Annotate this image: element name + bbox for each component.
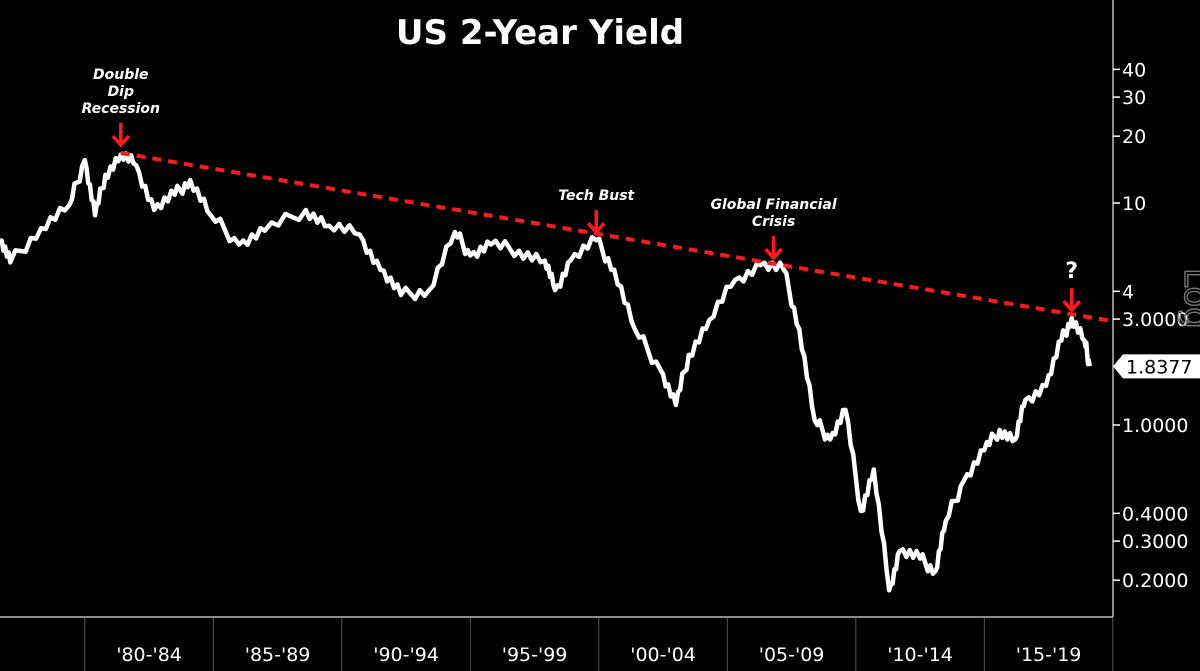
y-tick-label: 0.2000 — [1122, 570, 1188, 592]
annotation-label: Global Financial — [710, 197, 836, 213]
y-tick-label: 20 — [1122, 126, 1146, 148]
annotation-arrowhead-icon — [111, 134, 131, 148]
x-tick-label: '90-'94 — [373, 644, 439, 666]
x-tick-label: '10-'14 — [887, 644, 953, 666]
annotation-label: Tech Bust — [558, 188, 635, 204]
annotation-label: Double — [93, 67, 149, 83]
x-tick-label: '05-'09 — [759, 644, 825, 666]
last-value-tag — [1113, 354, 1200, 379]
chart-title: US 2-Year Yield — [396, 13, 684, 53]
y-tick-label: 3.0000 — [1122, 309, 1188, 331]
annotation-label: ? — [1065, 259, 1078, 284]
y-tick-label: 0.4000 — [1122, 503, 1188, 525]
yield-series-line — [0, 151, 1092, 593]
x-tick-label: '85-'89 — [245, 644, 311, 666]
annotation-label: Recession — [82, 101, 160, 117]
x-tick-label: '80-'84 — [116, 644, 182, 666]
x-tick-label: '95-'99 — [502, 644, 568, 666]
annotation-arrowhead-icon — [1062, 299, 1081, 313]
y-tick-label: 10 — [1122, 193, 1146, 215]
annotation-arrowhead-icon — [586, 222, 606, 235]
trendline — [120, 151, 1111, 323]
annotation-label: Dip — [108, 84, 134, 100]
x-tick-label: '15-'19 — [1016, 644, 1082, 666]
x-tick-label: '00-'04 — [630, 644, 696, 666]
y-tick-label: 4 — [1122, 281, 1134, 303]
last-value-label: 1.8377 — [1126, 356, 1192, 378]
log-scale-label: Log — [1176, 268, 1200, 329]
annotation-arrowhead-icon — [764, 247, 783, 261]
annotation-label: Crisis — [752, 214, 795, 230]
y-tick-label: 0.3000 — [1122, 531, 1188, 553]
y-tick-label: 30 — [1122, 87, 1146, 109]
y-tick-label: 40 — [1122, 59, 1146, 81]
y-tick-label: 1.0000 — [1122, 415, 1188, 437]
